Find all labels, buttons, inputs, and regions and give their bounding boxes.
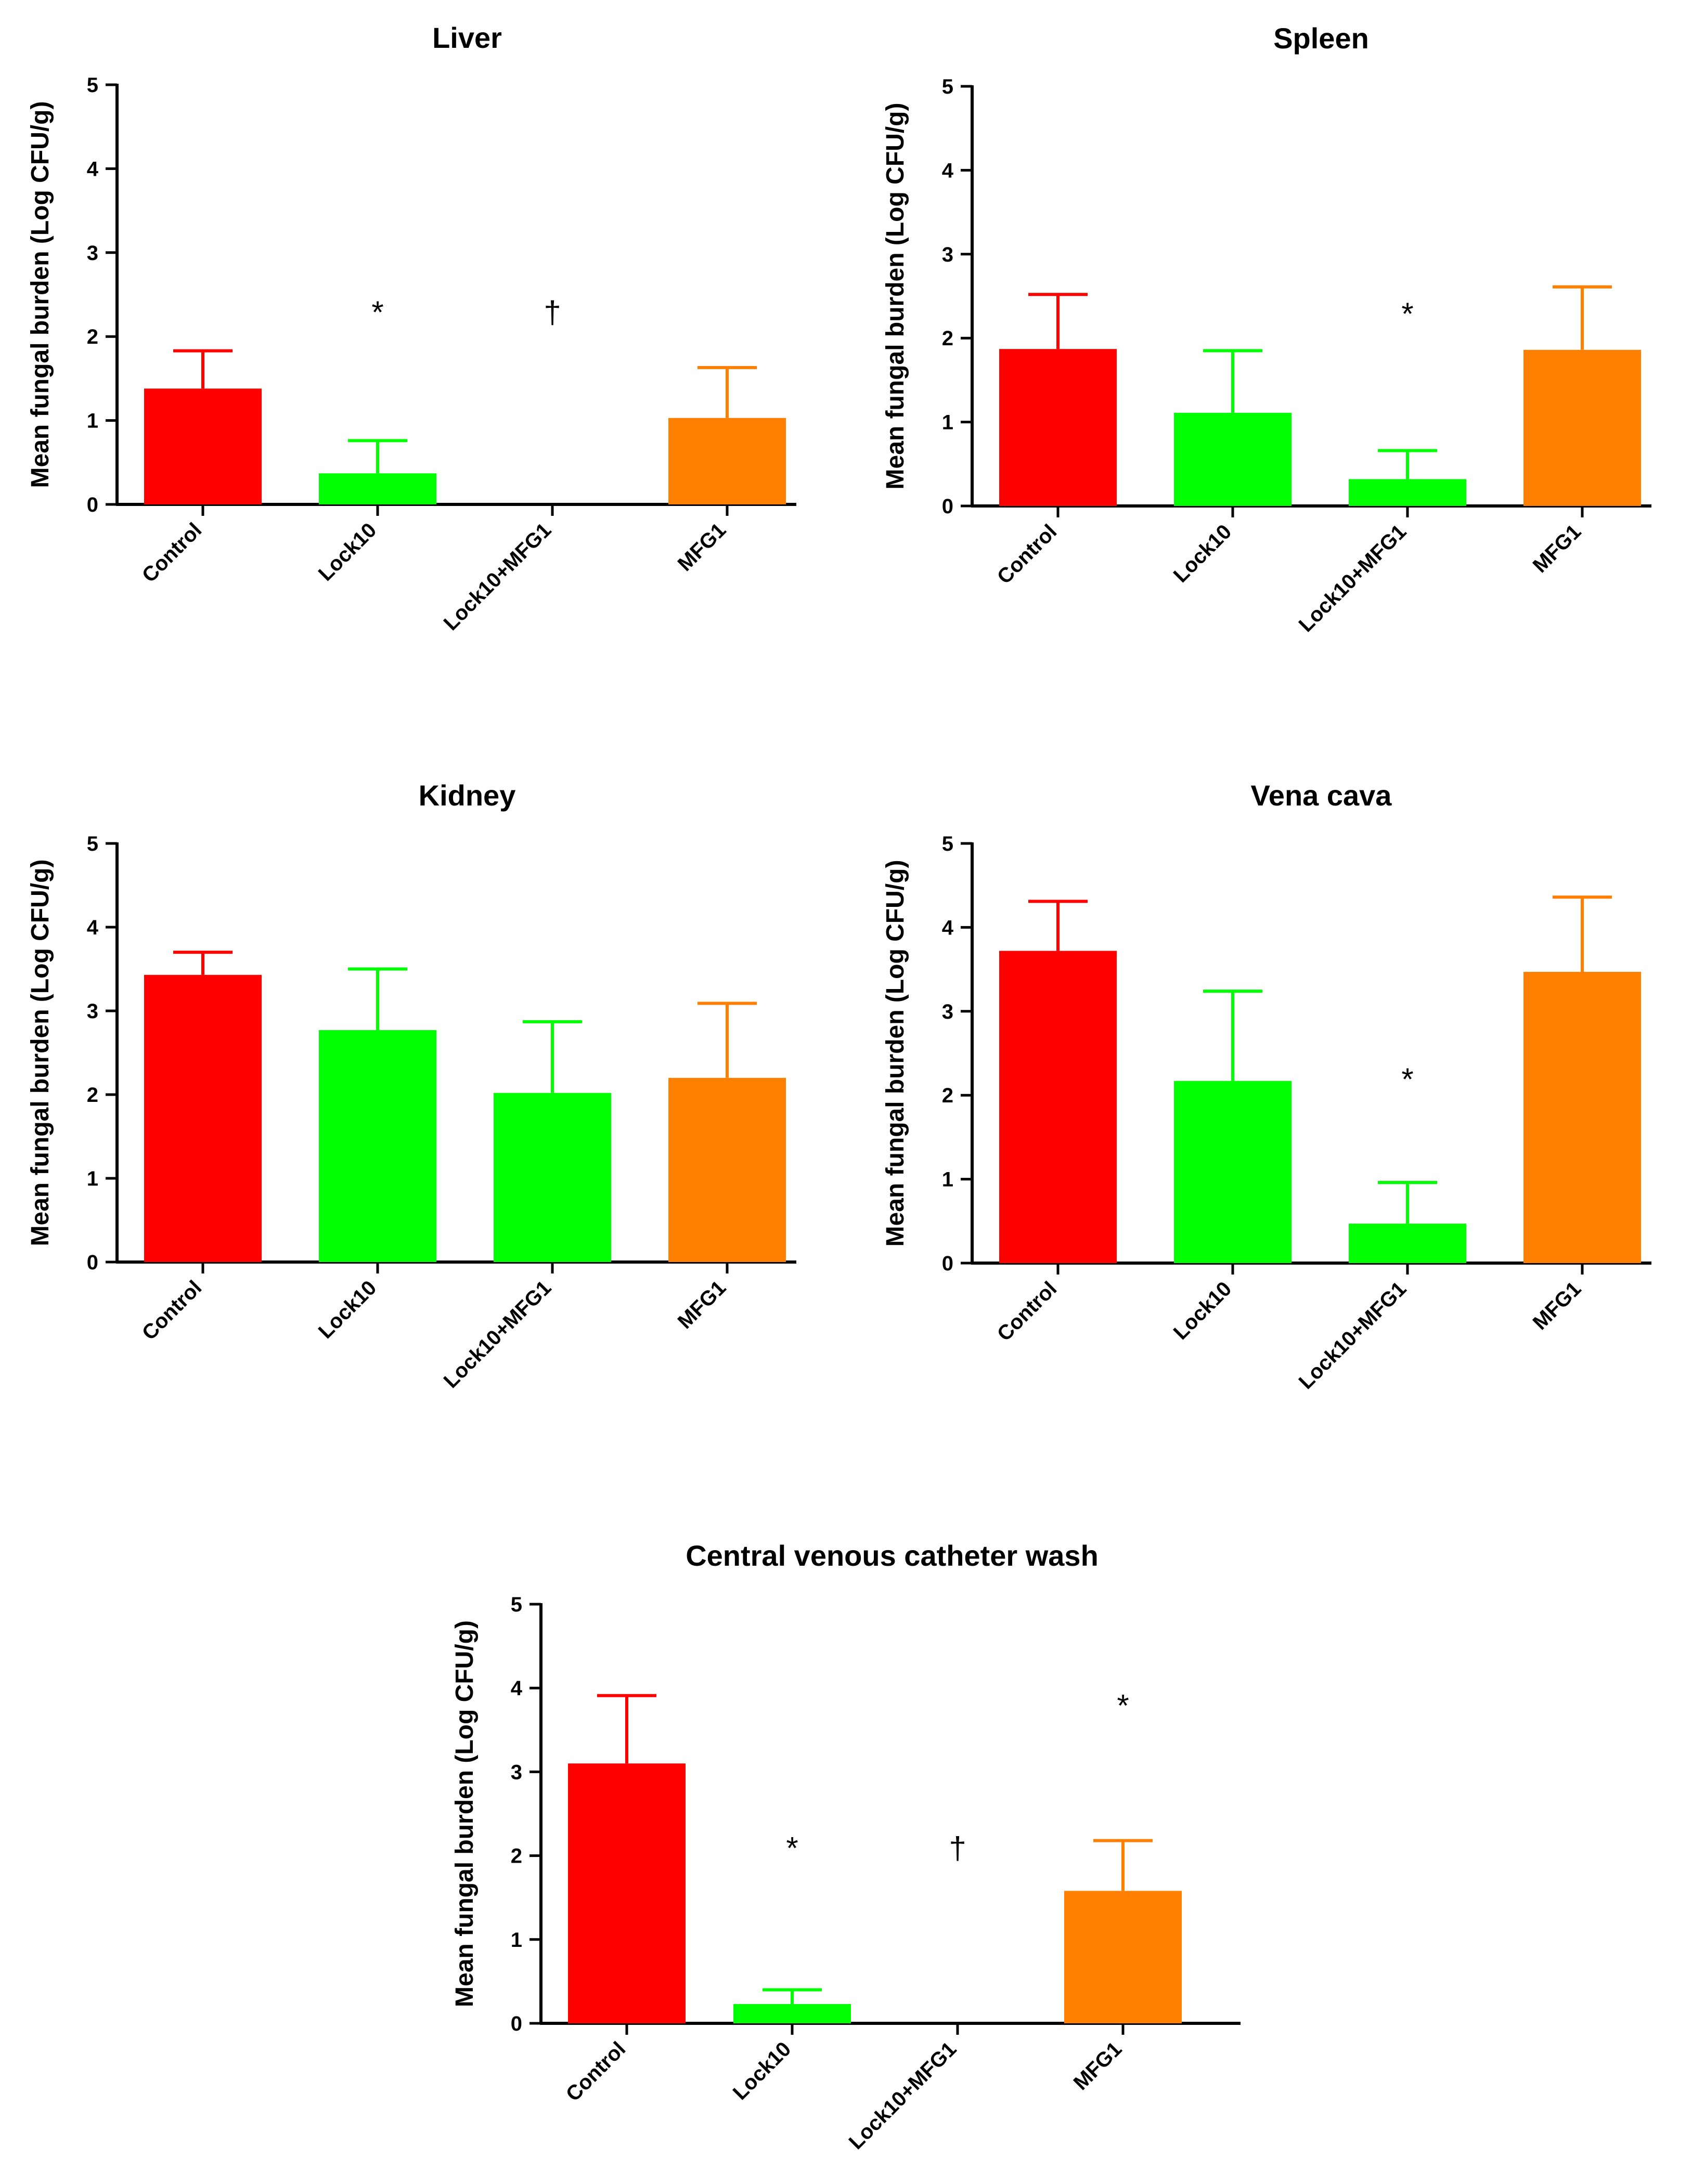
y-tick-label: 3 <box>942 243 953 266</box>
y-tick-label: 2 <box>511 1845 522 1868</box>
x-tick-label-lock10-plus-mfg1: Lock10+MFG1 <box>1295 1277 1411 1394</box>
y-tick-label: 1 <box>87 1167 98 1190</box>
chart-title: Liver <box>432 21 502 54</box>
x-tick-label-mfg1: MFG1 <box>674 518 731 576</box>
y-tick-label: 0 <box>87 1251 98 1274</box>
bar-control <box>144 974 262 1262</box>
y-tick-label: 2 <box>87 1084 98 1107</box>
x-tick-label-mfg1: MFG1 <box>1069 2037 1127 2095</box>
x-tick-label-mfg1: MFG1 <box>1529 1277 1586 1334</box>
y-tick-label: 3 <box>87 1000 98 1023</box>
bar-mfg1 <box>1064 1891 1182 2023</box>
y-tick-label: 2 <box>87 326 98 348</box>
bar-mfg1 <box>668 1077 786 1262</box>
x-tick-label-lock10: Lock10 <box>729 2037 796 2104</box>
y-tick-label: 1 <box>942 411 953 434</box>
significance-marker-lock10-plus-mfg1: * <box>1401 296 1413 331</box>
chart-panel-1: Liver Mean fungal burden (Log CFU/g) 0 1 2 3 4… <box>27 21 796 635</box>
y-tick-label: 5 <box>87 833 98 855</box>
significance-marker-lock10-plus-mfg1: † <box>949 1830 966 1865</box>
significance-marker-lock10-plus-mfg1: † <box>544 295 561 330</box>
y-tick-label: 1 <box>87 410 98 433</box>
y-tick-label: 0 <box>942 495 953 518</box>
y-tick-label: 3 <box>511 1761 522 1784</box>
x-tick-label-control: Control <box>993 1277 1062 1346</box>
y-tick-label: 4 <box>87 916 99 939</box>
y-tick-label: 4 <box>942 159 954 182</box>
bar-control <box>999 349 1117 506</box>
x-tick-label-lock10: Lock10 <box>314 518 381 586</box>
x-tick-label-control: Control <box>993 520 1062 589</box>
bar-mfg1 <box>1523 971 1641 1263</box>
significance-marker-lock10-plus-mfg1: * <box>1401 1062 1413 1097</box>
x-tick-label-lock10-plus-mfg1: Lock10+MFG1 <box>845 2037 961 2154</box>
y-tick-label: 1 <box>942 1168 953 1191</box>
bar-lock10 <box>319 1030 436 1262</box>
y-tick-label: 2 <box>942 327 953 350</box>
x-tick-label-lock10: Lock10 <box>1169 520 1236 587</box>
bar-lock10 <box>733 2004 851 2023</box>
significance-marker-lock10: * <box>786 1830 798 1865</box>
x-tick-label-lock10: Lock10 <box>1169 1277 1236 1344</box>
x-tick-label-mfg1: MFG1 <box>1529 520 1586 577</box>
x-tick-label-lock10: Lock10 <box>314 1276 381 1343</box>
chart-title: Vena cava <box>1251 779 1392 812</box>
y-axis-label: Mean fungal burden (Log CFU/g) <box>882 860 909 1247</box>
bar-lock10 <box>1174 1081 1291 1263</box>
x-tick-label-control: Control <box>138 1276 206 1345</box>
y-tick-label: 5 <box>942 833 953 855</box>
x-tick-label-control: Control <box>562 2037 630 2106</box>
chart-panel-5: Central venous catheter wash Mean fungal … <box>451 1539 1241 2154</box>
y-tick-label: 2 <box>942 1084 953 1107</box>
y-tick-label: 1 <box>511 1929 522 1952</box>
x-tick-label-control: Control <box>138 518 206 587</box>
y-tick-label: 5 <box>942 75 953 98</box>
bar-control <box>999 951 1117 1263</box>
y-tick-label: 3 <box>942 1000 953 1023</box>
x-tick-label-lock10-plus-mfg1: Lock10+MFG1 <box>440 518 556 635</box>
chart-panel-3: Kidney Mean fungal burden (Log CFU/g) 0 1 2 3… <box>27 779 796 1393</box>
y-tick-label: 5 <box>87 74 98 97</box>
chart-title: Kidney <box>419 779 516 812</box>
bar-mfg1 <box>668 418 786 504</box>
y-tick-label: 0 <box>942 1252 953 1275</box>
significance-marker-lock10: * <box>371 295 383 330</box>
bar-control <box>144 388 262 504</box>
y-axis-label: Mean fungal burden (Log CFU/g) <box>451 1620 479 2007</box>
x-tick-label-lock10-plus-mfg1: Lock10+MFG1 <box>440 1276 556 1393</box>
y-axis-label: Mean fungal burden (Log CFU/g) <box>882 103 909 490</box>
chart-panel-4: Vena cava Mean fungal burden (Log CFU/g) 0… <box>882 779 1651 1394</box>
x-tick-label-mfg1: MFG1 <box>674 1276 731 1333</box>
y-axis-label: Mean fungal burden (Log CFU/g) <box>27 860 54 1246</box>
y-tick-label: 4 <box>87 158 99 180</box>
y-tick-label: 4 <box>511 1677 523 1700</box>
y-tick-label: 3 <box>87 242 98 265</box>
y-tick-label: 0 <box>87 493 98 516</box>
bar-lock10-plus-mfg1 <box>1349 1224 1466 1263</box>
bar-control <box>568 1763 686 2023</box>
x-tick-label-lock10-plus-mfg1: Lock10+MFG1 <box>1295 520 1411 636</box>
chart-title: Central venous catheter wash <box>686 1539 1099 1572</box>
chart-title: Spleen <box>1273 22 1369 55</box>
y-axis-label: Mean fungal burden (Log CFU/g) <box>27 101 54 488</box>
y-tick-label: 0 <box>511 2012 522 2035</box>
y-tick-label: 5 <box>511 1593 522 1616</box>
chart-panel-2: Spleen Mean fungal burden (Log CFU/g) 0 1 2 3… <box>882 22 1651 636</box>
bar-lock10-plus-mfg1 <box>1349 479 1466 506</box>
bar-lock10 <box>319 473 436 504</box>
significance-marker-mfg1: * <box>1117 1688 1129 1723</box>
bar-lock10-plus-mfg1 <box>494 1093 611 1262</box>
bar-mfg1 <box>1523 349 1641 506</box>
bar-lock10 <box>1174 412 1291 506</box>
y-tick-label: 4 <box>942 916 954 939</box>
